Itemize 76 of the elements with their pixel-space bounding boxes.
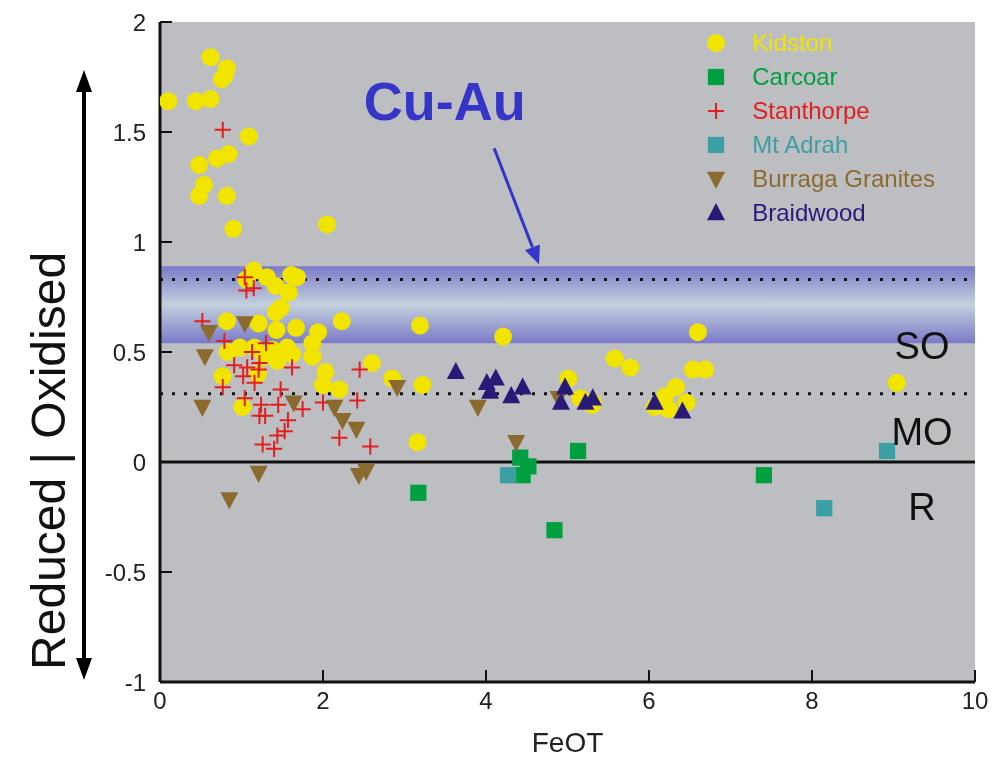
point — [215, 331, 234, 351]
point — [235, 316, 254, 334]
point — [514, 467, 531, 484]
x-axis-title: FeOT — [531, 727, 604, 758]
y-tick-label: 1 — [132, 228, 146, 256]
point — [410, 484, 427, 501]
legend-label: Braidwood — [752, 198, 866, 228]
point — [446, 361, 465, 379]
point — [546, 522, 563, 539]
legend-label: Mt Adrah — [752, 130, 849, 160]
point — [268, 426, 287, 445]
point — [193, 312, 212, 331]
annotation: MO — [891, 410, 953, 453]
y-axis-title: Reduced | Oxidised — [21, 251, 75, 670]
point — [237, 281, 256, 300]
point — [249, 360, 268, 379]
x-tick-label: 0 — [153, 687, 167, 715]
y-tick-label: 0.5 — [112, 338, 146, 366]
point — [220, 492, 239, 510]
point — [199, 325, 218, 343]
x-tick-label: 4 — [479, 687, 493, 715]
point — [350, 360, 369, 379]
y-tick-label: 2 — [132, 8, 146, 36]
point — [556, 377, 575, 395]
point — [271, 380, 290, 399]
annotation: R — [908, 486, 936, 529]
point — [282, 358, 302, 377]
point — [570, 442, 587, 460]
point — [816, 500, 833, 517]
annotation: SO — [894, 324, 950, 367]
point — [265, 439, 284, 458]
legend-label: Burraga Granites — [752, 164, 935, 194]
point — [878, 442, 896, 460]
point — [348, 391, 367, 410]
point — [499, 467, 517, 484]
point — [256, 334, 276, 353]
legend-label: Kidston — [752, 28, 833, 58]
legend-label: Stanthorpe — [752, 96, 870, 126]
point — [256, 406, 275, 425]
y-tick-label: 1.5 — [112, 118, 146, 146]
point — [513, 377, 532, 395]
point — [269, 395, 288, 414]
point — [347, 421, 366, 439]
x-tick-label: 8 — [805, 687, 819, 715]
point — [755, 467, 773, 484]
point — [253, 435, 272, 454]
point — [468, 399, 487, 417]
point — [249, 465, 268, 483]
point — [507, 435, 526, 453]
point — [193, 399, 212, 417]
point — [325, 399, 344, 417]
x-tick-label: 10 — [961, 687, 989, 715]
x-tick-label: 2 — [316, 687, 330, 715]
point — [235, 389, 254, 408]
point — [275, 422, 294, 441]
point — [361, 437, 380, 456]
y-tick-label: -1 — [124, 668, 146, 696]
point — [293, 400, 312, 419]
y-tick-label: 0 — [132, 448, 146, 476]
point — [330, 428, 349, 447]
point — [213, 378, 232, 397]
point — [195, 349, 214, 367]
legend-label: Carcoar — [752, 62, 838, 92]
point — [251, 395, 271, 414]
point — [333, 413, 352, 431]
point — [388, 380, 407, 398]
x-tick-label: 6 — [642, 687, 656, 715]
point — [645, 392, 664, 410]
point — [278, 411, 298, 430]
y-tick-label: -0.5 — [104, 558, 146, 586]
band-label: Cu-Au — [363, 71, 526, 132]
point — [284, 395, 303, 413]
point — [502, 386, 521, 404]
point — [238, 358, 257, 377]
point — [213, 120, 232, 139]
point — [673, 401, 692, 419]
